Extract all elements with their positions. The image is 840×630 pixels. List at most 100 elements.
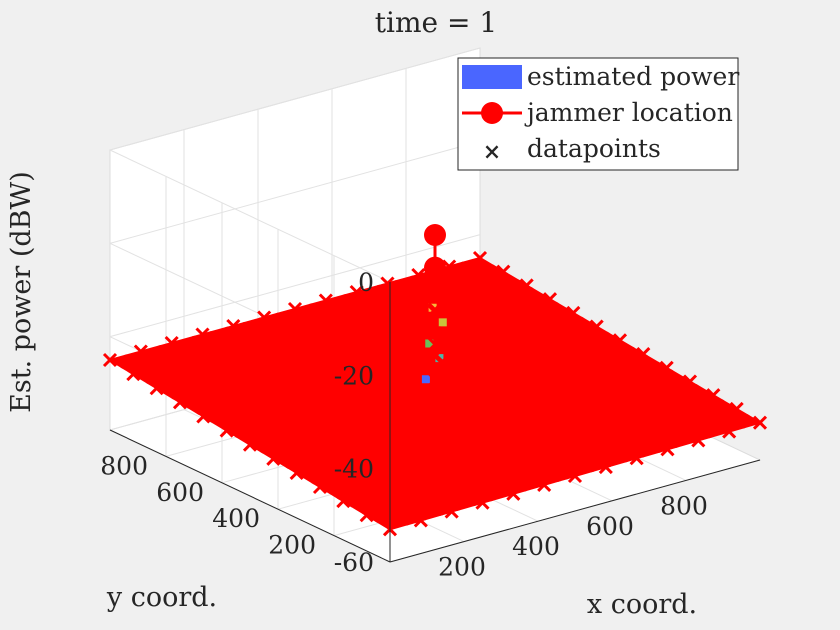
datapoint-marker <box>504 323 519 338</box>
datapoint-marker <box>195 327 210 342</box>
datapoint-marker <box>497 427 513 442</box>
datapoint-marker <box>405 453 420 468</box>
datapoint-marker <box>397 476 413 491</box>
datapoint-marker <box>628 369 643 384</box>
datapoint-marker <box>311 315 326 330</box>
datapoint-marker <box>582 341 597 357</box>
legend: estimated power jammer location × datapo… <box>457 57 739 171</box>
datapoint-marker <box>575 446 590 461</box>
datapoint-marker <box>357 343 373 358</box>
datapoint-marker <box>450 317 465 333</box>
datapoint-marker <box>558 328 573 343</box>
datapoint-marker <box>180 372 195 387</box>
datapoint-marker <box>505 403 520 418</box>
datapoint-marker <box>420 399 435 414</box>
datapoint-marker <box>250 414 265 429</box>
datapoint-marker <box>382 439 397 454</box>
datapoint-marker <box>280 324 295 339</box>
datapoint-marker <box>691 433 706 448</box>
datapoint-marker <box>172 395 188 410</box>
datapoint-marker <box>459 458 474 473</box>
datapoint-marker <box>273 428 288 444</box>
chart-marks <box>102 224 768 537</box>
datapoint-marker <box>265 369 280 384</box>
datapoint-marker <box>537 477 552 492</box>
datapoint-marker <box>475 495 490 510</box>
datapoint-marker <box>297 442 312 458</box>
datapoint-marker <box>374 462 389 477</box>
datapoint-marker <box>542 292 558 307</box>
datapoint-marker <box>257 392 273 407</box>
x-tick-label: 200 <box>438 553 486 582</box>
datapoint-marker <box>320 457 335 472</box>
z-tick-label: -60 <box>334 548 374 577</box>
legend-marker-datapoints: × <box>483 139 501 165</box>
datapoint-marker <box>605 355 620 370</box>
datapoint-marker <box>660 442 675 457</box>
datapoint-marker <box>667 419 683 434</box>
datapoint-marker <box>465 273 480 288</box>
datapoint-marker <box>342 388 358 403</box>
datapoint-marker <box>411 267 426 283</box>
z-axis-label: Est. power (dBW) <box>6 171 37 413</box>
datapoint-marker <box>358 425 373 440</box>
legend-label-estimated-power: estimated power <box>527 62 739 91</box>
jammer-location-marker <box>424 224 446 246</box>
datapoint-marker <box>427 372 443 387</box>
z-tick-label: 0 <box>358 268 374 297</box>
datapoint-marker <box>342 307 357 322</box>
y-axis-label: y coord. <box>106 582 217 613</box>
datapoint-marker <box>467 435 482 451</box>
datapoint-marker <box>396 312 411 327</box>
datapoint-marker <box>164 335 179 351</box>
datapoint-marker <box>349 284 364 300</box>
datapoint-marker <box>442 340 458 355</box>
datapoint-marker <box>551 350 566 365</box>
datapoint-marker <box>412 430 428 445</box>
x-tick-label: 400 <box>512 532 560 561</box>
datapoint-marker <box>535 314 550 329</box>
datapoint-marker <box>427 337 443 352</box>
jammer-location-marker <box>424 256 446 279</box>
datapoint-marker <box>303 338 318 353</box>
datapoint-marker <box>659 360 674 375</box>
datapoint-marker <box>335 411 350 426</box>
datapoint-marker <box>257 310 272 325</box>
datapoint-marker <box>380 276 395 291</box>
datapoint-marker <box>389 416 404 431</box>
y-tick-label: 200 <box>268 531 316 560</box>
legend-label-jammer-location: jammer location <box>524 98 733 127</box>
datapoint-marker <box>752 415 768 430</box>
datapoint-marker <box>506 486 521 501</box>
datapoint-marker <box>621 392 636 407</box>
datapoint-marker <box>606 437 621 452</box>
datapoint-marker <box>359 508 374 523</box>
legend-swatch-estimated-power <box>462 65 522 89</box>
datapoint-marker <box>488 286 503 302</box>
datapoint-marker <box>559 409 574 424</box>
datapoint-marker <box>427 349 443 364</box>
surface-patch <box>374 515 410 531</box>
datapoint-marker <box>644 405 659 420</box>
datapoint-marker <box>613 414 628 429</box>
datapoint-marker <box>481 309 496 324</box>
legend-marker-jammer-location <box>481 102 503 124</box>
datapoint-marker <box>682 374 698 389</box>
datapoint-marker <box>427 279 443 294</box>
datapoint-marker <box>242 355 257 370</box>
datapoint-marker <box>589 319 604 334</box>
datapoint-marker <box>403 290 418 305</box>
datapoint-marker <box>597 378 613 393</box>
datapoint-marker <box>327 352 342 367</box>
datapoint-marker <box>218 341 233 356</box>
datapoint-marker <box>512 300 527 315</box>
datapoint-marker <box>520 359 535 374</box>
chart-title: time = 1 <box>375 6 497 39</box>
datapoint-marker <box>675 396 690 412</box>
datapoint-marker <box>519 278 534 293</box>
datapoint-marker <box>413 513 428 528</box>
datapoint-marker <box>133 344 148 359</box>
datapoint-marker <box>512 381 528 396</box>
datapoint-marker <box>427 325 443 341</box>
datapoint-marker <box>397 373 412 388</box>
